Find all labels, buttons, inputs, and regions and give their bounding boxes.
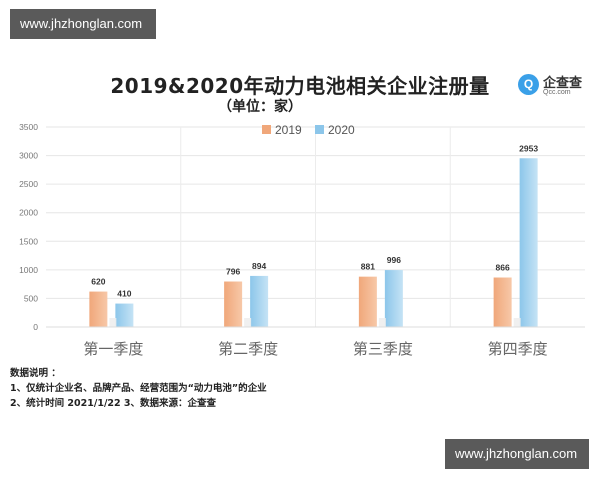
bar-shadow — [513, 318, 521, 327]
data-label: 881 — [361, 262, 375, 272]
data-label: 2953 — [519, 143, 538, 153]
qcc-logo-icon: Q — [518, 74, 539, 95]
data-label: 796 — [226, 267, 240, 277]
watermark-bottom: www.jhzhonglan.com — [445, 439, 589, 469]
data-label: 894 — [252, 261, 266, 271]
notes-line-2: 2、统计时间 2021/1/22 3、数据来源：企查查 — [10, 398, 217, 409]
y-tick-label: 2500 — [19, 179, 38, 189]
y-tick-label: 500 — [24, 293, 38, 303]
category-label: 第二季度 — [218, 340, 278, 358]
bar-shadow — [109, 318, 117, 327]
legend-swatch-2020 — [315, 125, 324, 134]
watermark-top: www.jhzhonglan.com — [10, 9, 156, 39]
y-tick-label: 0 — [33, 322, 38, 332]
qcc-logo-sub: Qcc.com — [543, 89, 571, 96]
data-label: 620 — [91, 277, 105, 287]
bar-2020 — [250, 275, 269, 327]
y-tick-label: 1000 — [19, 265, 38, 275]
data-label: 866 — [496, 263, 510, 273]
y-tick-label: 3500 — [19, 122, 38, 132]
chart-title: 2019&2020年动力电池相关企业注册量 — [110, 74, 490, 98]
bar-2020 — [115, 303, 134, 327]
category-label: 第三季度 — [353, 340, 413, 358]
category-label: 第四季度 — [488, 340, 548, 358]
data-label: 410 — [117, 289, 131, 299]
y-tick-label: 3000 — [19, 151, 38, 161]
bar-2019 — [358, 276, 377, 327]
bar-2019 — [89, 291, 108, 327]
bar-2020 — [519, 158, 538, 327]
bar-2019 — [493, 277, 512, 327]
legend-label: 2020 — [328, 123, 355, 137]
bar-2020 — [384, 270, 403, 327]
legend-swatch-2019 — [262, 125, 271, 134]
notes-heading: 数据说明 ： — [10, 368, 61, 379]
y-tick-label: 1500 — [19, 236, 38, 246]
chart-subtitle: （单位：家） — [218, 99, 302, 115]
bar-shadow — [378, 318, 386, 327]
y-tick-label: 2000 — [19, 208, 38, 218]
bar-shadow — [244, 318, 252, 327]
category-label: 第一季度 — [83, 340, 143, 358]
bar-2019 — [224, 281, 243, 327]
data-label: 996 — [387, 255, 401, 265]
legend-label: 2019 — [275, 123, 302, 137]
qcc-logo-name: 企查查 — [543, 76, 583, 91]
notes-line-1: 1、仅统计企业名、品牌产品、经营范围为“动力电池”的企业 — [10, 383, 267, 394]
